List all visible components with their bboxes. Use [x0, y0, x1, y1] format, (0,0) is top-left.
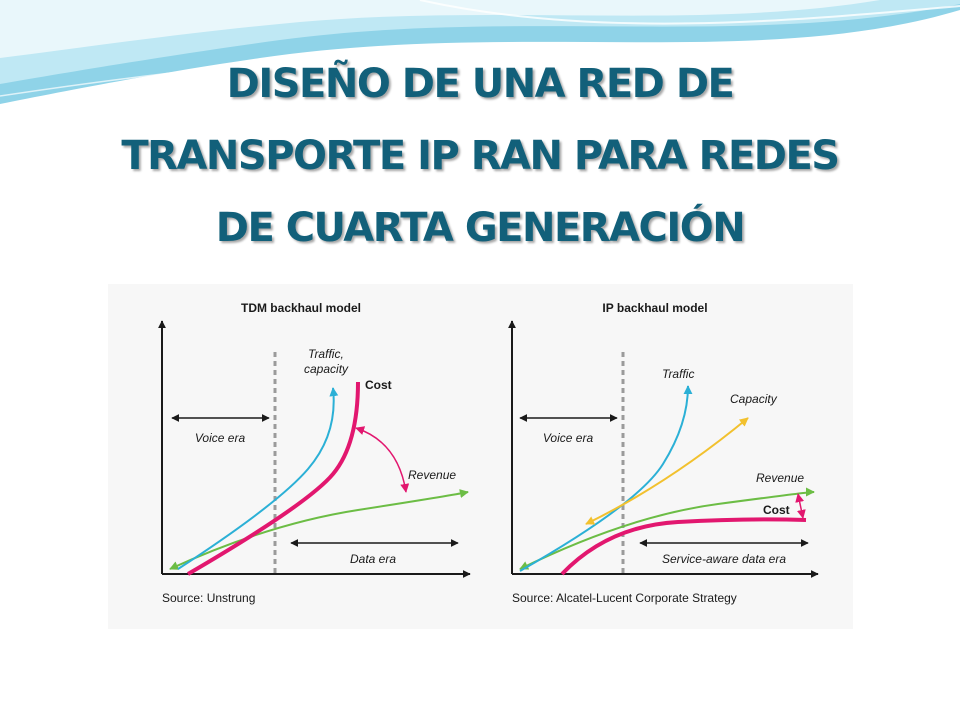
tdm-traffic-label-line1: Traffic,: [308, 347, 344, 361]
tdm-traffic-label-line2: capacity: [304, 362, 349, 376]
wave-layer-front: [0, 0, 880, 58]
ip-voice-era-label: Voice era: [543, 431, 594, 445]
ip-cost-curve: [560, 517, 807, 576]
tdm-cost-label: Cost: [365, 378, 392, 392]
tdm-source-note: Source: Unstrung: [162, 591, 255, 605]
tdm-gap-arrow: [355, 426, 410, 493]
wave-highlight-line: [419, 0, 960, 25]
tdm-traffic-curve: [177, 387, 339, 570]
backhaul-diagram: TDM backhaul model Voice era Data era Tr…: [158, 301, 819, 605]
ip-data-era-label: Service-aware data era: [662, 552, 786, 566]
ip-traffic-label: Traffic: [662, 367, 694, 381]
tdm-panel-title: TDM backhaul model: [241, 301, 361, 315]
tdm-panel: TDM backhaul model Voice era Data era Tr…: [158, 301, 471, 605]
ip-source-note: Source: Alcatel-Lucent Corporate Strateg…: [512, 591, 737, 605]
title-line-1: DISEÑO DE UNA RED DE: [226, 61, 735, 107]
title-line-2: TRANSPORTE IP RAN PARA REDES: [121, 133, 840, 179]
ip-gap-arrow: [795, 493, 806, 519]
ip-panel-title: IP backhaul model: [602, 301, 707, 315]
page-title: DISEÑO DE UNA RED DE TRANSPORTE IP RAN P…: [40, 48, 920, 264]
tdm-data-era-label: Data era: [350, 552, 396, 566]
ip-capacity-curve: [585, 417, 749, 525]
ip-cost-label: Cost: [763, 503, 790, 517]
tdm-voice-era-label: Voice era: [195, 431, 246, 445]
header-wave-decoration: [0, 0, 960, 104]
ip-panel: IP backhaul model Voice era Service-awar…: [508, 301, 819, 605]
tdm-cost-curve: [186, 381, 360, 576]
backhaul-models-figure: TDM backhaul model Voice era Data era Tr…: [108, 284, 853, 629]
tdm-revenue-curve: [169, 489, 469, 570]
tdm-revenue-label: Revenue: [408, 468, 456, 482]
wave-highlight-line-2: [0, 51, 421, 97]
ip-revenue-label: Revenue: [756, 471, 804, 485]
ip-capacity-label: Capacity: [730, 392, 778, 406]
title-line-3: DE CUARTA GENERACIÓN: [215, 205, 746, 251]
